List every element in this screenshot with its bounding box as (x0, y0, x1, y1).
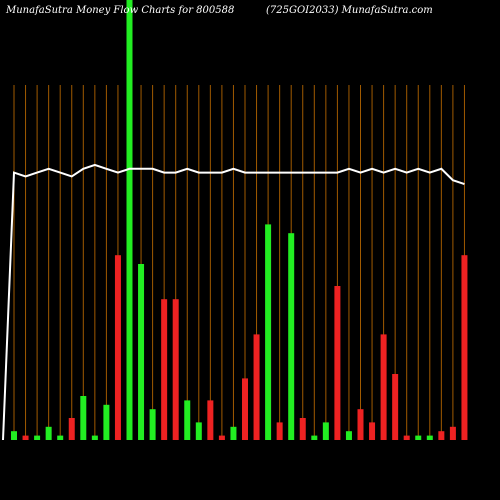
bar (91, 435, 98, 440)
bar (161, 299, 168, 440)
bar (369, 422, 376, 440)
bar (34, 435, 41, 440)
bar (11, 431, 17, 440)
bar (22, 435, 29, 440)
bar (80, 396, 87, 440)
bar (253, 334, 260, 440)
bar (126, 0, 133, 440)
chart-title-left: MunafaSutra Money Flow Charts for 800588 (5, 5, 234, 16)
bar (114, 255, 121, 440)
bar (449, 426, 456, 440)
bar (207, 400, 214, 440)
bar (357, 409, 364, 440)
bar (195, 422, 202, 440)
bar (172, 299, 179, 440)
money-flow-line (2, 163, 465, 441)
bar (138, 264, 145, 440)
bar (461, 255, 468, 440)
bar (265, 224, 272, 440)
bar (45, 426, 52, 440)
bar (299, 418, 306, 440)
bar (218, 435, 225, 440)
bar (288, 233, 295, 440)
bar (242, 378, 248, 440)
bar (68, 418, 75, 440)
bar (392, 374, 399, 440)
chart-title-right: (725GOI2033) MunafaSutra.com (266, 5, 433, 16)
bar (415, 435, 422, 440)
bar (403, 435, 410, 440)
bar (57, 435, 64, 440)
bar (380, 334, 387, 440)
bar (184, 400, 191, 440)
bar (311, 435, 318, 440)
bar (230, 426, 237, 440)
bar (276, 422, 283, 440)
line-group (2, 163, 465, 441)
bar (103, 404, 110, 440)
bar (426, 435, 433, 440)
bars-group (11, 0, 468, 440)
bar (345, 431, 352, 440)
bar (322, 422, 329, 440)
bar (334, 286, 341, 440)
bar (438, 431, 445, 440)
bar (149, 409, 156, 440)
